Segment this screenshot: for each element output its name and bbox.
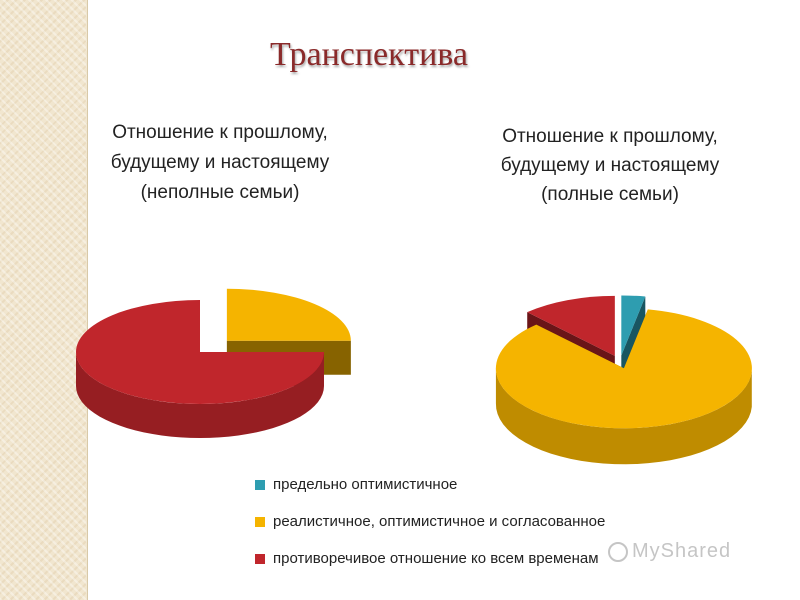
- chart-title-complete-families: Отношение к прошлому, будущему и настоящ…: [500, 126, 720, 205]
- pie2-slice-realistic: [495, 309, 752, 465]
- legend-label-contradictory: противоречивое отношение ко всем времена…: [273, 550, 599, 567]
- legend: предельно оптимистичное реалистичное, оп…: [255, 474, 775, 585]
- watermark-icon: [608, 541, 628, 562]
- pie-chart-1: [76, 288, 351, 438]
- legend-label-optimistic: предельно оптимистичное: [273, 476, 458, 493]
- decorative-side-strip: [0, 0, 88, 600]
- legend-swatch-optimistic: [255, 479, 265, 490]
- legend-item-realistic: реалистичное, оптимистичное и согласован…: [255, 511, 775, 532]
- watermark-logo: MyShared: [608, 540, 731, 563]
- legend-label-realistic: реалистичное, оптимистичное и согласован…: [273, 513, 606, 530]
- pie-chart-2: [495, 295, 752, 465]
- pie1-slice-contradictory: [76, 300, 324, 438]
- legend-swatch-realistic: [255, 516, 265, 527]
- watermark-text: MyShared: [632, 540, 732, 562]
- legend-item-contradictory: противоречивое отношение ко всем времена…: [255, 548, 775, 569]
- slide-title: Транспектива: [270, 36, 468, 73]
- legend-item-optimistic: предельно оптимистичное: [255, 474, 775, 495]
- legend-swatch-contradictory: [255, 553, 265, 564]
- chart-title-incomplete-families: Отношение к прошлому, будущему и настоящ…: [110, 122, 330, 203]
